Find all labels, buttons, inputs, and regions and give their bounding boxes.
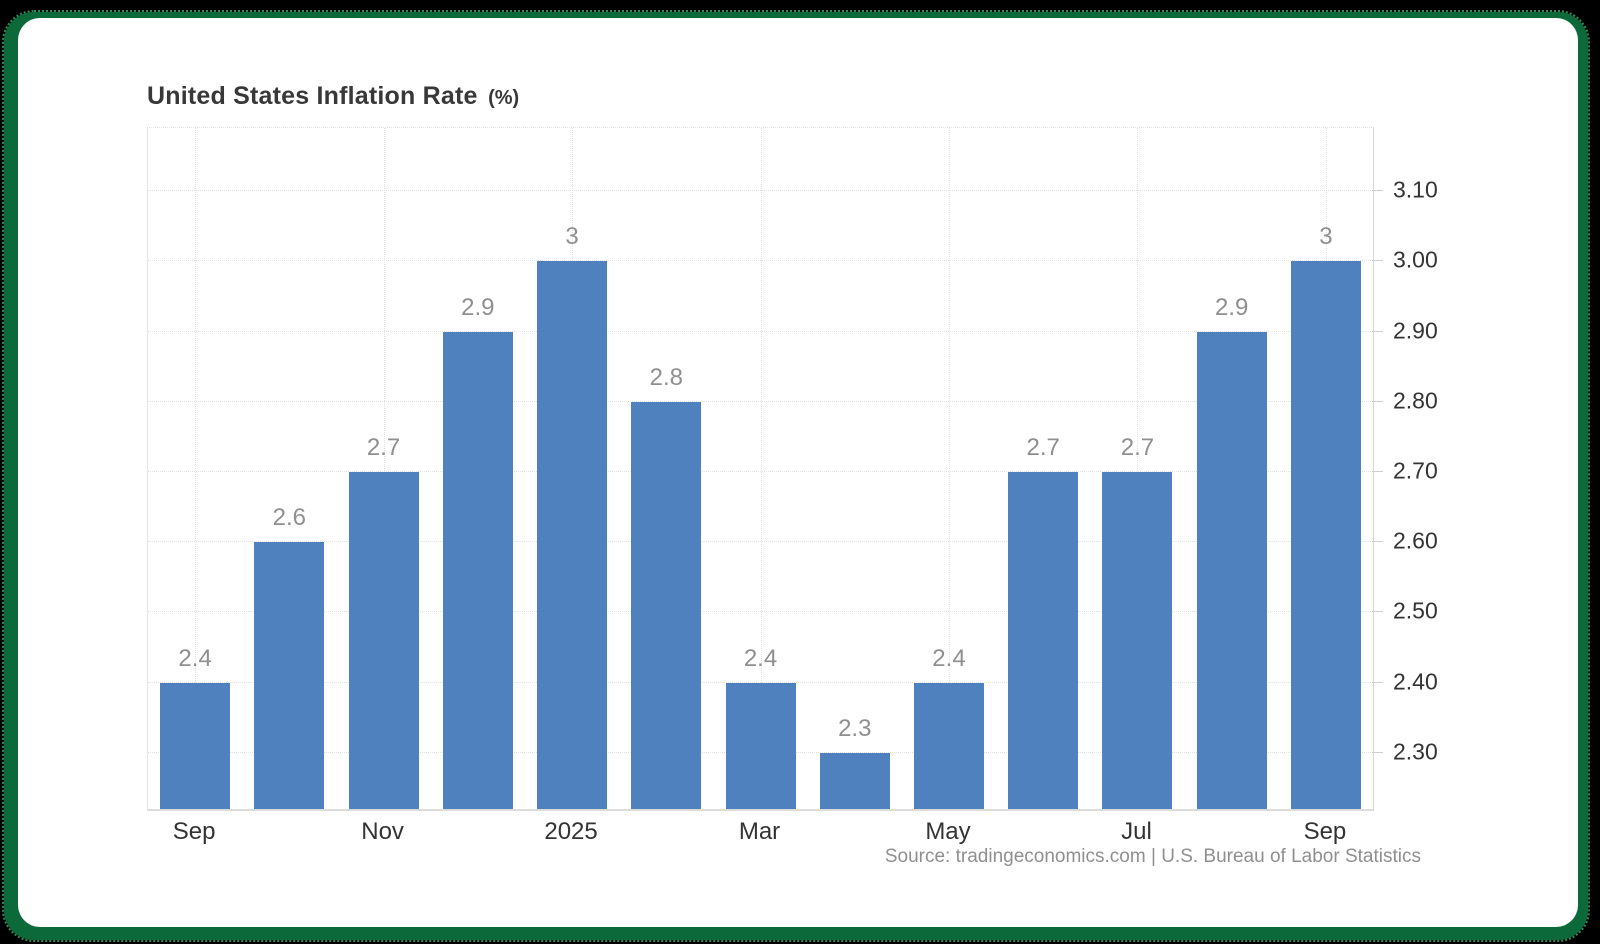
y-tick-mark: [1372, 681, 1383, 683]
bar-slot: 2.3: [808, 128, 902, 809]
x-tick-label: Sep: [1303, 818, 1347, 845]
bar-value-label: 3: [565, 223, 579, 251]
plot-area: 2.4 2.6 2.7 2.9 3 2.8 2.4 2.3 2.4 2.7 2.7 2.9 3: [147, 127, 1374, 811]
y-tick-label: 2.50: [1393, 597, 1438, 624]
y-tick-mark: [1372, 471, 1383, 472]
bar-value-label: 2.4: [743, 644, 778, 672]
y-tick-label: 2.60: [1393, 527, 1438, 554]
chart-title-unit: (%): [488, 87, 520, 109]
x-tick-label: Jul: [1121, 818, 1152, 845]
bar-value-label: 3: [1319, 223, 1333, 251]
bar-value-label: 2.7: [1120, 434, 1155, 462]
bar-value-label: 2.6: [272, 504, 307, 532]
v-gridline: [383, 128, 385, 809]
inflation-bar[interactable]: [1102, 472, 1173, 809]
bar-value-label: 2.7: [366, 434, 401, 462]
chart-title: United States Inflation Rate (%): [147, 82, 519, 111]
inflation-bar[interactable]: [348, 472, 419, 809]
y-tick-label: 3.10: [1393, 176, 1438, 203]
bar-slot: 2.7: [1090, 128, 1184, 809]
inflation-bar[interactable]: [913, 682, 984, 809]
x-tick-label: Mar: [738, 818, 781, 845]
x-tick-label: [807, 818, 901, 846]
x-tick-label: 2025: [544, 818, 598, 845]
y-tick-label: 2.70: [1393, 457, 1438, 484]
inflation-bar[interactable]: [254, 542, 325, 809]
inflation-bar[interactable]: [819, 752, 890, 809]
x-tick-label: [1184, 818, 1278, 846]
v-gridline: [1137, 128, 1139, 809]
y-tick-mark: [1372, 190, 1383, 192]
y-tick-label: 2.90: [1393, 317, 1438, 344]
bar-value-label: 2.3: [838, 714, 872, 742]
y-tick-label: 2.80: [1393, 387, 1438, 414]
x-tick-label: Nov: [361, 818, 404, 845]
inflation-bar[interactable]: [1008, 472, 1079, 809]
y-tick-label: 2.30: [1393, 738, 1438, 765]
x-tick-label: Sep: [172, 818, 216, 845]
bar-slot: 2.8: [619, 128, 713, 809]
inflation-bar[interactable]: [631, 401, 702, 809]
inflation-bar[interactable]: [160, 682, 231, 809]
bar-slot: 3: [1279, 128, 1373, 809]
y-tick-mark: [1372, 541, 1383, 543]
card-frame: United States Inflation Rate (%) 2.4 2.6 2…: [2, 10, 1590, 942]
inflation-bar[interactable]: [725, 682, 796, 809]
x-tick-label: May: [925, 818, 971, 845]
bar-slot: 3: [525, 128, 619, 809]
y-tick-mark: [1372, 330, 1383, 332]
y-tick-mark: [1372, 400, 1383, 402]
x-tick-label: [618, 818, 712, 846]
bar-value-label: 2.9: [461, 293, 495, 321]
bar-slot: 2.4: [148, 128, 242, 809]
y-tick-label: 3.00: [1393, 246, 1438, 273]
y-tick-mark: [1372, 751, 1383, 753]
source-text: Source: tradingeconomics.com | U.S. Bure…: [884, 846, 1421, 867]
inflation-bar[interactable]: [442, 331, 513, 809]
inflation-bar[interactable]: [1290, 261, 1361, 809]
bar-slot: 2.6: [242, 128, 336, 809]
chart-card: United States Inflation Rate (%) 2.4 2.6 2…: [18, 18, 1578, 927]
v-gridline: [948, 128, 950, 809]
inflation-bar[interactable]: [537, 261, 608, 809]
bar-value-label: 2.9: [1215, 293, 1249, 321]
chart-title-text: United States Inflation Rate: [147, 82, 478, 110]
bar-value-label: 2.4: [932, 644, 966, 672]
bar-slot: 2.4: [713, 128, 807, 809]
x-tick-label: [430, 818, 524, 846]
bar-value-label: 2.4: [178, 644, 212, 672]
bars-layer: 2.4 2.6 2.7 2.9 3 2.8 2.4 2.3 2.4 2.7 2.7 2.9 3: [148, 128, 1373, 809]
y-tick-mark: [1372, 260, 1383, 262]
bar-slot: 2.9: [1185, 128, 1279, 809]
v-gridline: [760, 128, 762, 809]
x-tick-label: [995, 818, 1089, 846]
y-tick-mark: [1372, 611, 1383, 613]
bar-slot: 2.4: [902, 128, 996, 809]
x-axis-labels: Sep Nov 2025 Mar May Jul Sep: [147, 818, 1372, 846]
y-tick-label: 2.40: [1393, 668, 1438, 695]
bar-slot: 2.7: [996, 128, 1090, 809]
v-gridline: [195, 128, 197, 809]
bar-value-label: 2.7: [1026, 434, 1060, 462]
bar-slot: 2.7: [336, 128, 430, 809]
x-tick-label: [241, 818, 335, 846]
bar-value-label: 2.8: [649, 363, 683, 391]
inflation-bar[interactable]: [1196, 331, 1267, 809]
bar-slot: 2.9: [431, 128, 525, 809]
